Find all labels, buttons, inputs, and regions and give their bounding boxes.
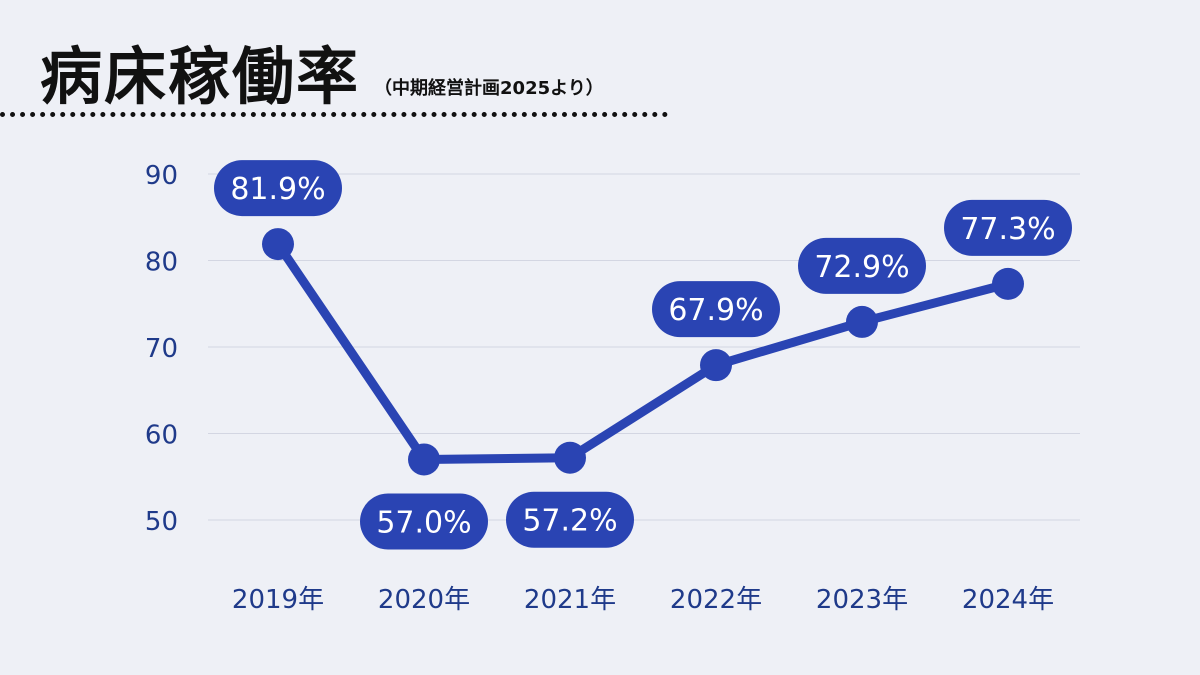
series-line [273,239,1013,464]
data-label-text: 57.0% [376,505,471,540]
chart-header: 病床稼働率 （中期経営計画2025より） [40,28,604,108]
data-label-badge [506,491,634,548]
data-label: 57.2% [506,491,634,548]
x-tick-label: 2021年 [524,585,616,615]
data-point [846,305,878,338]
data-label-text: 72.9% [814,250,909,285]
data-point [408,443,440,476]
y-tick-label: 50 [145,507,178,537]
page-title: 病床稼働率 [40,40,361,113]
data-label-text: 57.2% [522,504,617,539]
page-subtitle: （中期経営計画2025より） [374,78,604,99]
x-tick-label: 2024年 [962,585,1054,615]
x-tick-label: 2023年 [816,585,908,615]
y-tick-label: 70 [145,334,178,364]
x-tick-label: 2019年 [232,585,324,615]
y-tick-label: 90 [145,161,178,191]
data-label: 81.9% [214,160,342,217]
data-label-badge [214,160,342,217]
data-label: 72.9% [798,237,926,294]
data-label-badge [798,237,926,294]
y-tick-label: 60 [145,421,178,451]
data-label-text: 67.9% [668,293,763,328]
y-tick-label: 80 [145,248,178,278]
data-label: 57.0% [360,493,488,550]
x-tick-label: 2020年 [378,585,470,615]
data-label-badge [652,281,780,338]
data-label-badge [360,493,488,550]
data-label: 77.3% [944,199,1072,256]
title-divider [0,112,668,117]
x-tick-label: 2022年 [670,585,762,615]
data-point [992,267,1024,300]
data-point [700,349,732,382]
data-point [554,441,586,474]
data-label-text: 81.9% [230,172,325,207]
data-point [262,228,294,261]
data-label-badge [944,199,1072,256]
data-label-text: 77.3% [960,212,1055,247]
data-label: 67.9% [652,281,780,338]
